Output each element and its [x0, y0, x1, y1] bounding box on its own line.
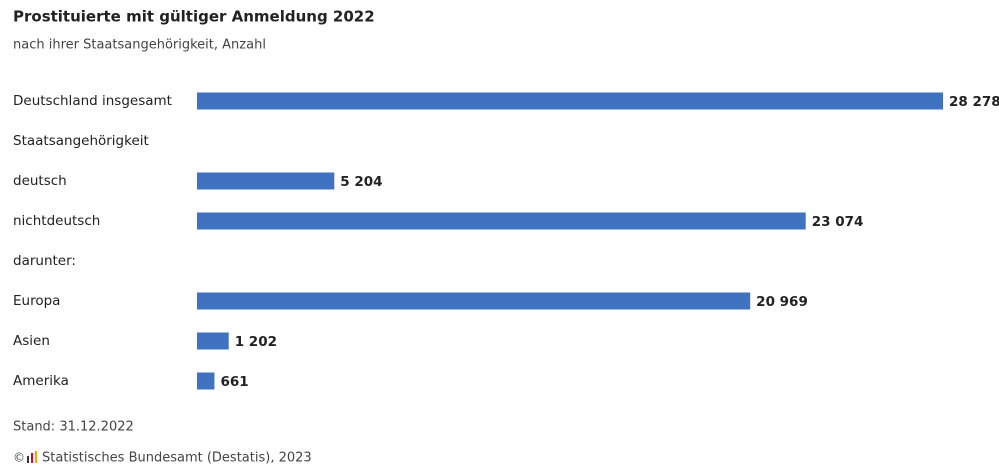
value-label: 5 204	[340, 174, 382, 190]
note: Stand: 31.12.2022	[13, 420, 134, 435]
bar	[197, 172, 335, 190]
category-label: darunter:	[13, 253, 76, 269]
bar	[197, 372, 215, 390]
source: Statistisches Bundesamt (Destatis), 2023	[42, 451, 312, 466]
category-label: Amerika	[13, 373, 69, 389]
value-label: 20 969	[756, 294, 808, 310]
logo	[27, 451, 37, 463]
bar	[197, 92, 943, 110]
value-label: 28 278	[949, 94, 999, 110]
category-label: deutsch	[13, 173, 67, 189]
category-label: Deutschland insgesamt	[13, 93, 172, 109]
bar	[197, 212, 806, 230]
copyright: ©	[13, 451, 25, 465]
bar	[197, 292, 751, 310]
value-label: 23 074	[812, 214, 864, 230]
category-label: nichtdeutsch	[13, 213, 100, 229]
chart-title: Prostituierte mit gültiger Anmeldung 202…	[13, 8, 375, 26]
bar	[197, 332, 229, 350]
chart-subtitle: nach ihrer Staatsangehörigkeit, Anzahl	[13, 38, 266, 53]
category-label: Staatsangehörigkeit	[13, 133, 149, 149]
value-label: 1 202	[235, 334, 277, 350]
category-label: Asien	[13, 333, 50, 349]
value-label: 661	[220, 374, 248, 390]
category-label: Europa	[13, 293, 60, 309]
